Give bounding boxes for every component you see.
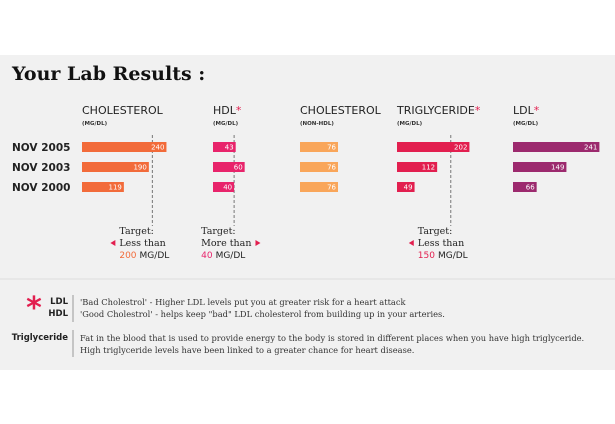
column-title: LDL*	[513, 104, 540, 117]
target-number: 150	[418, 251, 435, 261]
arrow	[408, 240, 414, 246]
column-title: CHOLESTEROL	[82, 104, 164, 117]
bar	[300, 182, 338, 192]
target-value: 200 MG/DL	[119, 251, 169, 261]
note-term: Triglyceride	[11, 333, 68, 343]
target-value: 150 MG/DL	[418, 251, 468, 261]
column-title: TRIGLYCERIDE*	[396, 104, 481, 117]
target-number: 40	[201, 251, 213, 261]
bar	[213, 142, 236, 152]
bar-value: 190	[133, 164, 146, 172]
row-label: NOV 2000	[12, 182, 70, 194]
bar-value: 49	[404, 184, 413, 192]
target-text: Less than	[418, 238, 464, 249]
title-text: HDL	[213, 104, 237, 117]
bar-value: 240	[151, 144, 164, 152]
bar-value: 76	[327, 144, 336, 152]
asterisk-icon: *	[26, 291, 42, 326]
bar	[513, 142, 600, 152]
bar-value: 241	[584, 144, 597, 152]
bar-value: 66	[526, 184, 535, 192]
bar-value: 202	[454, 144, 467, 152]
column-title: CHOLESTEROL	[300, 104, 382, 117]
target-unit: MG/DL	[438, 251, 468, 261]
bar	[300, 142, 338, 152]
title-text: CHOLESTEROL	[82, 104, 164, 117]
row-label: NOV 2003	[12, 162, 70, 174]
bar	[82, 182, 124, 192]
bar	[397, 142, 470, 152]
arrow	[255, 240, 261, 246]
target-unit: MG/DL	[140, 251, 170, 261]
bar-value: 76	[327, 184, 336, 192]
column-subtitle: (MG/DL)	[397, 121, 423, 127]
target-label: Target:	[418, 226, 453, 237]
title-mark: *	[236, 104, 242, 117]
row-label: NOV 2005	[12, 142, 70, 154]
column-title: HDL*	[213, 104, 242, 117]
page-title: Your Lab Results :	[11, 63, 205, 85]
note-term: HDL	[48, 309, 68, 319]
bar	[397, 162, 438, 172]
title-text: TRIGLYCERIDE	[396, 104, 475, 117]
note-text: 'Bad Cholestrol' - Higher LDL levels put…	[80, 297, 406, 307]
panel	[0, 55, 615, 370]
bar-value: 119	[108, 184, 121, 192]
bar	[213, 182, 235, 192]
note-term: LDL	[50, 297, 68, 307]
target-value: 40 MG/DL	[201, 251, 245, 261]
target-number: 200	[119, 251, 136, 261]
column-subtitle: (MG/DL)	[513, 121, 539, 127]
bar-value: 40	[223, 184, 232, 192]
note-text: Fat in the blood that is used to provide…	[80, 333, 585, 355]
bar	[82, 142, 167, 152]
bar	[213, 162, 245, 172]
title-text: LDL	[513, 104, 535, 117]
target-label: Target:	[201, 226, 236, 237]
arrow	[110, 240, 116, 246]
target-unit: MG/DL	[216, 251, 246, 261]
bar	[300, 162, 338, 172]
bar-value: 43	[225, 144, 234, 152]
target-text: More than	[201, 238, 251, 249]
bar-value: 112	[422, 164, 435, 172]
column-subtitle: (MG/DL)	[82, 121, 108, 127]
bar-value: 60	[234, 164, 243, 172]
bar	[82, 162, 149, 172]
title-mark: *	[475, 104, 481, 117]
column-subtitle: (MG/DL)	[213, 121, 239, 127]
title-text: CHOLESTEROL	[300, 104, 382, 117]
bar	[513, 182, 537, 192]
bar	[513, 162, 567, 172]
bar	[397, 182, 415, 192]
title-mark: *	[534, 104, 540, 117]
bar-value: 76	[327, 164, 336, 172]
target-label: Target:	[119, 226, 154, 237]
bar-value: 149	[551, 164, 564, 172]
target-text: Less than	[119, 238, 165, 249]
note-text: 'Good Cholestrol' - helps keep "bad" LDL…	[80, 309, 445, 319]
column-subtitle: (NON-HDL)	[300, 121, 334, 127]
